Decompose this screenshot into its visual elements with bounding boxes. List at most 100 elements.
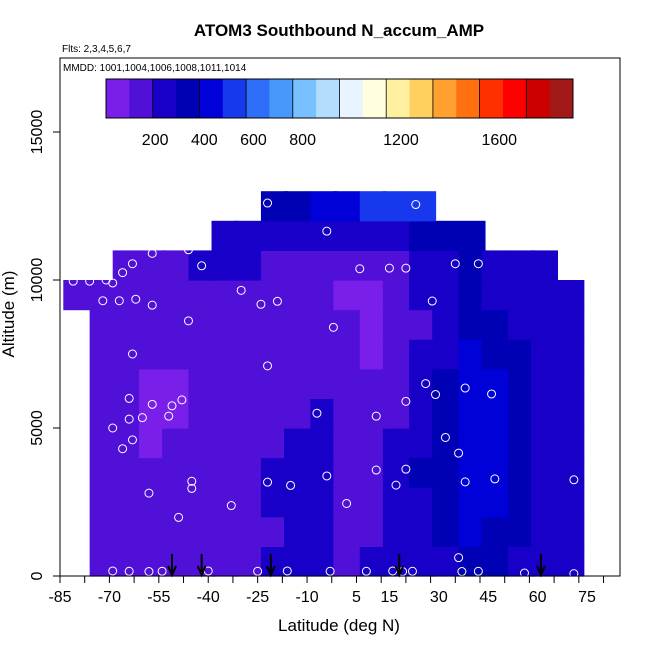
heatmap-cell — [211, 516, 239, 547]
flight-arrow — [394, 554, 405, 578]
heatmap-cell — [458, 516, 486, 547]
heatmap-cell — [531, 368, 559, 399]
heatmap-cell — [260, 220, 288, 251]
heatmap-cell — [188, 250, 216, 281]
heatmap-cell — [333, 280, 361, 311]
heatmap-cell — [310, 309, 338, 340]
x-tick-label: 75 — [578, 589, 596, 606]
observation-marker — [263, 198, 273, 208]
observation-marker — [157, 566, 167, 576]
x-tick-label: -85 — [48, 589, 71, 606]
heatmap-cell — [260, 457, 288, 488]
heatmap-cell — [333, 250, 361, 281]
heatmap-cell — [260, 516, 288, 547]
heatmap-cell — [481, 487, 509, 518]
heatmap-cell — [382, 368, 410, 399]
observation-marker — [114, 296, 124, 306]
colorbar-tick-label: 1600 — [481, 132, 517, 149]
heatmap-cell — [234, 457, 262, 488]
observation-marker — [174, 512, 184, 522]
heatmap-cell — [508, 428, 535, 459]
heatmap-cell — [188, 398, 216, 429]
heatmap-cell — [481, 280, 509, 311]
heatmap-cell — [409, 428, 437, 459]
heatmap-cell — [359, 309, 387, 340]
observation-marker — [371, 465, 381, 475]
y-tick-label: 15000 — [29, 110, 46, 155]
heatmap-cell — [260, 280, 288, 311]
observation-marker — [454, 553, 464, 563]
observation-marker — [407, 566, 417, 576]
heatmap-cell — [359, 339, 387, 370]
heatmap-cell — [382, 339, 410, 370]
heatmap-cell — [112, 368, 140, 399]
heatmap-cell — [310, 250, 338, 281]
colorbar-swatch — [152, 79, 177, 118]
heatmap-cell — [458, 546, 486, 577]
observation-marker — [124, 566, 134, 576]
heatmap-cell — [508, 368, 535, 399]
observation-marker — [421, 379, 431, 389]
heatmap-cell — [333, 457, 361, 488]
observation-marker — [427, 296, 437, 306]
x-tick-label: -40 — [197, 589, 220, 606]
heatmap-cell — [557, 546, 585, 577]
heatmap-cell — [557, 516, 585, 547]
heatmap-cell — [112, 428, 140, 459]
heatmap-cell — [211, 309, 239, 340]
heatmap-cell — [409, 280, 437, 311]
colorbar-frame — [105, 78, 574, 119]
observation-marker — [487, 389, 497, 399]
heatmap-cell — [89, 368, 117, 399]
observation-marker — [187, 483, 197, 493]
flight-arrows — [167, 554, 546, 578]
heatmap-cell — [508, 339, 535, 370]
heatmap-cell — [432, 487, 460, 518]
heatmap-cell — [382, 250, 410, 281]
heatmap-cell — [162, 280, 190, 311]
x-tick-label: 30 — [430, 589, 448, 606]
observation-marker — [384, 263, 394, 273]
heatmap-cell — [458, 368, 486, 399]
colorbar-swatch — [339, 79, 364, 118]
observation-marker — [490, 474, 500, 484]
heatmap-cell — [310, 280, 338, 311]
heatmap-cell — [89, 280, 117, 311]
heatmap-cell — [333, 428, 361, 459]
observation-marker — [460, 477, 470, 487]
heatmap-cell — [162, 368, 190, 399]
heatmap-cell — [333, 368, 361, 399]
colorbar-tick-label: 600 — [240, 132, 267, 149]
heatmap-cell — [260, 250, 288, 281]
x-tick-label: 15 — [381, 589, 399, 606]
x-axis-ticks: -85 -70 -55 -40 -25 -10 5 15 30 45 60 75 — [48, 576, 605, 606]
heatmap-cell — [359, 220, 387, 251]
heatmap-cell — [481, 546, 509, 577]
heatmap-cell — [409, 546, 437, 577]
heatmap-cell — [333, 487, 361, 518]
heatmap-cell — [89, 516, 117, 547]
observation-marker — [127, 435, 137, 445]
heatmap-cell — [382, 428, 410, 459]
heatmap-cell — [458, 398, 486, 429]
plot-frame — [59, 57, 621, 577]
heatmap-cell — [531, 339, 559, 370]
x-tick-label: 60 — [529, 589, 547, 606]
heatmap-cell — [557, 428, 585, 459]
flight-arrow — [196, 554, 207, 578]
heatmap-cell — [260, 339, 288, 370]
heatmap-cell — [162, 516, 190, 547]
mmdd-label: MMDD: 1001,1004,1006,1008,1011,1014 — [63, 63, 247, 74]
heatmap-cell — [162, 546, 190, 577]
heatmap-cell — [508, 546, 535, 577]
heatmap-cell — [333, 339, 361, 370]
heatmap-cell — [188, 368, 216, 399]
observation-marker — [147, 300, 157, 310]
heatmap-cell — [481, 250, 509, 281]
colorbar-swatch — [199, 79, 224, 118]
colorbar-tick-label: 200 — [142, 132, 169, 149]
heatmap-cell — [260, 398, 288, 429]
heatmap-cell — [557, 339, 585, 370]
observation-marker — [282, 566, 292, 576]
colorbar-swatch — [526, 79, 551, 118]
